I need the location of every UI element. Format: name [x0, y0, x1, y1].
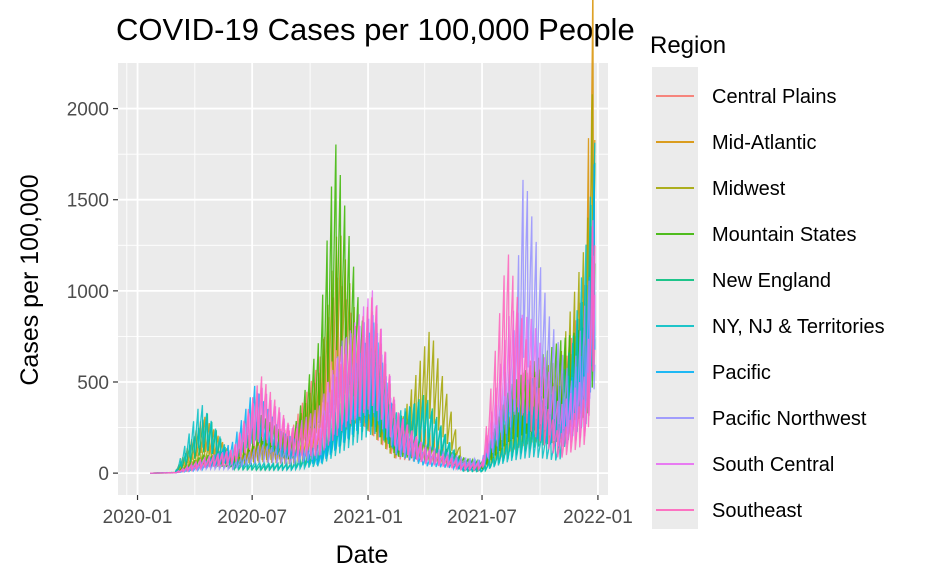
- legend-label: Pacific: [712, 362, 771, 384]
- legend-label: Mid-Atlantic: [712, 132, 816, 154]
- legend-label: Midwest: [712, 178, 786, 200]
- legend-label: South Central: [712, 454, 834, 476]
- y-tick-label: 0: [98, 464, 109, 485]
- series-line: [150, 226, 596, 474]
- legend-label: Mountain States: [712, 224, 857, 246]
- y-tick-label: 500: [77, 373, 109, 394]
- series-layer: [150, 0, 596, 474]
- y-axis-title: Cases per 100,000: [16, 174, 44, 385]
- x-tick-label: 2021-07: [447, 507, 517, 528]
- x-tick-label: 2021-01: [333, 507, 403, 528]
- x-tick-label: 2020-07: [217, 507, 287, 528]
- y-axis: 0 500 1000 1500 2000: [67, 100, 118, 485]
- legend-label: Pacific Northwest: [712, 408, 867, 430]
- x-axis: 2020-01 2020-07 2021-01 2021-07 2022-01: [103, 495, 633, 528]
- legend-background: [652, 67, 698, 529]
- legend-label: Central Plains: [712, 86, 837, 108]
- legend: Central Plains Mid-Atlantic Midwest Mountai…: [656, 86, 885, 522]
- x-axis-title: Date: [336, 541, 389, 569]
- x-tick-label: 2022-01: [563, 507, 633, 528]
- y-tick-label: 1000: [67, 282, 109, 303]
- chart-title: COVID-19 Cases per 100,000 People: [116, 12, 635, 47]
- y-tick-label: 2000: [67, 100, 109, 121]
- y-tick-label: 1500: [67, 191, 109, 212]
- legend-label: NY, NJ & Territories: [712, 316, 885, 338]
- legend-label: New England: [712, 270, 831, 292]
- legend-title: Region: [650, 32, 726, 59]
- x-tick-label: 2020-01: [103, 507, 173, 528]
- legend-label: Southeast: [712, 500, 803, 522]
